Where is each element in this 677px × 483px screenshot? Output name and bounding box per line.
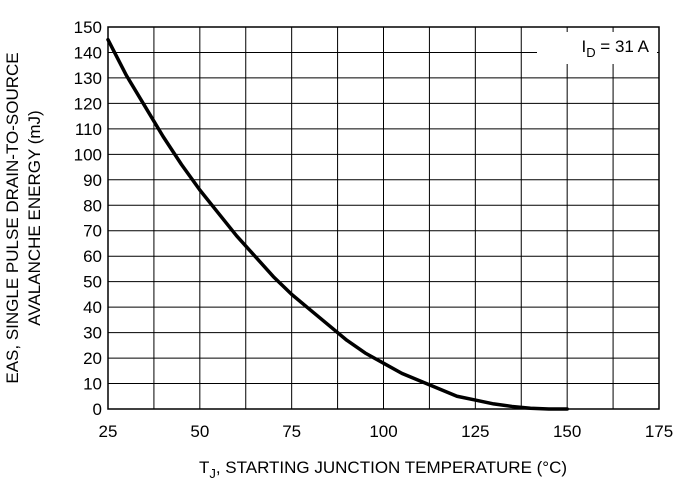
y-tick-label: 90 xyxy=(83,171,102,190)
y-tick-label: 30 xyxy=(83,324,102,343)
legend-box xyxy=(537,32,657,64)
y-tick-label: 20 xyxy=(83,349,102,368)
y-tick-label: 140 xyxy=(74,43,102,62)
x-tick-label: 175 xyxy=(645,422,673,441)
legend-label: ID = 31 A xyxy=(581,37,649,60)
y-tick-label: 10 xyxy=(83,375,102,394)
y-tick-label: 110 xyxy=(75,120,102,139)
series-line xyxy=(106,37,569,411)
y-tick-label: 80 xyxy=(83,196,102,215)
legend-rest: = 31 A xyxy=(596,37,650,56)
legend-sub: D xyxy=(586,45,595,60)
x-axis-label-rest: , STARTING JUNCTION TEMPERATURE (°C) xyxy=(216,458,567,477)
x-tick-label: 50 xyxy=(190,422,209,441)
plot-frame xyxy=(107,26,660,410)
y-tick-label: 130 xyxy=(74,69,102,88)
y-tick-label: 40 xyxy=(83,298,102,317)
x-axis-label-sub: J xyxy=(209,466,216,481)
y-axis-label-line2: AVALANCHE ENERGY (mJ) xyxy=(25,110,44,325)
grid xyxy=(107,26,660,410)
y-tick-label: 60 xyxy=(83,247,102,266)
y-tick-label: 100 xyxy=(74,145,102,164)
y-axis-label-line1: EAS, SINGLE PULSE DRAIN-TO-SOURCE xyxy=(3,52,22,383)
y-tick-label: 150 xyxy=(74,18,102,37)
y-tick-label: 120 xyxy=(74,94,102,113)
x-tick-label: 100 xyxy=(369,422,397,441)
y-tick-labels: 0 10 20 30 40 50 60 70 80 90 100 110 120 130 140 150 xyxy=(74,18,102,419)
x-tick-label: 25 xyxy=(99,422,118,441)
x-axis-label-main: T xyxy=(199,458,209,477)
x-tick-label: 125 xyxy=(461,422,489,441)
x-tick-label: 150 xyxy=(553,422,581,441)
legend-main: I xyxy=(581,37,586,56)
y-tick-label: 50 xyxy=(83,273,102,292)
x-tick-labels: 25 50 75 100 125 150 175 xyxy=(99,422,674,441)
y-tick-label: 0 xyxy=(93,400,102,419)
x-axis-label: TJ, STARTING JUNCTION TEMPERATURE (°C) xyxy=(199,458,567,481)
y-tick-label: 70 xyxy=(83,222,102,241)
x-tick-label: 75 xyxy=(282,422,301,441)
